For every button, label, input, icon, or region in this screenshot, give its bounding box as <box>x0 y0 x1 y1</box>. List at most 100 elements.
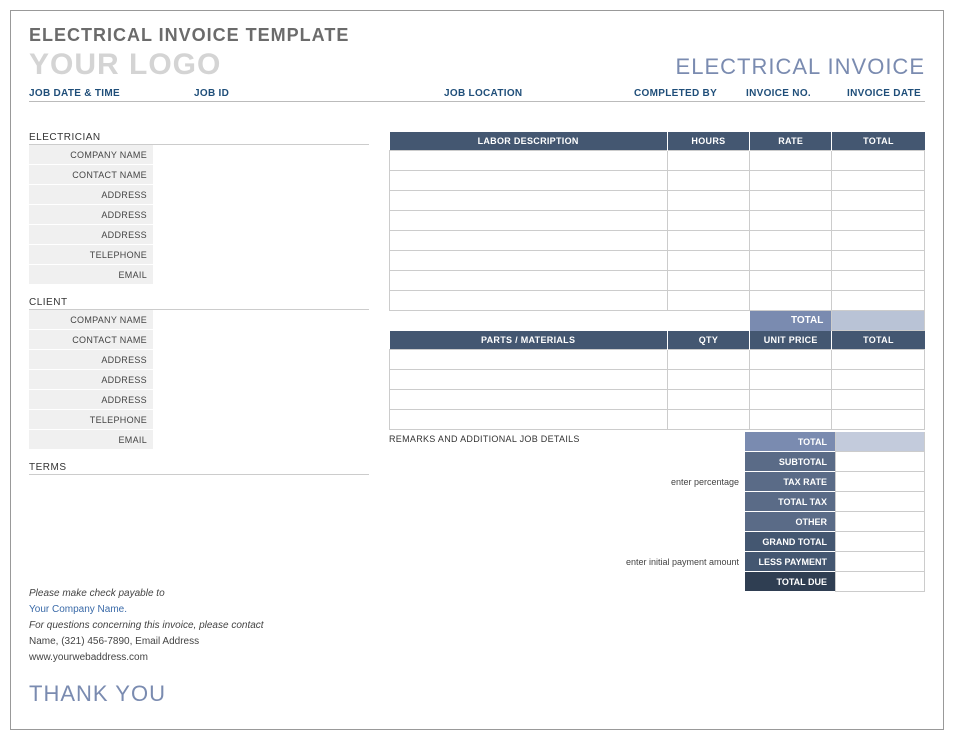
terms-section-label: TERMS <box>29 462 369 475</box>
labor-desc-header: LABOR DESCRIPTION <box>390 132 668 151</box>
field-address: ADDRESS <box>29 205 153 225</box>
labor-row[interactable] <box>390 251 925 271</box>
field-address: ADDRESS <box>29 390 153 410</box>
contact-info: Name, (321) 456-7890, Email Address <box>29 634 264 650</box>
labor-total-label: TOTAL <box>750 311 832 331</box>
labor-row[interactable] <box>390 271 925 291</box>
summary-less-label: LESS PAYMENT <box>745 552 835 572</box>
summary-totaltax-label: TOTAL TAX <box>745 492 835 512</box>
summary-taxrate-value[interactable] <box>835 472 925 492</box>
client-address3-value[interactable] <box>153 390 369 410</box>
electrician-address3-value[interactable] <box>153 225 369 245</box>
invoice-type-title: ELECTRICAL INVOICE <box>676 54 925 80</box>
invoice-date-header: INVOICE DATE <box>841 88 921 99</box>
electrician-telephone-value[interactable] <box>153 245 369 265</box>
client-address2-value[interactable] <box>153 370 369 390</box>
summary-grand-value <box>835 532 925 552</box>
summary-other-value[interactable] <box>835 512 925 532</box>
parts-qty-header: QTY <box>667 331 749 350</box>
remarks-summary-row: REMARKS AND ADDITIONAL JOB DETAILS TOTAL… <box>389 430 925 592</box>
field-address: ADDRESS <box>29 225 153 245</box>
summary-total-label: TOTAL <box>745 432 835 452</box>
summary-other-label: OTHER <box>745 512 835 532</box>
electrician-contact-value[interactable] <box>153 165 369 185</box>
labor-row[interactable] <box>390 191 925 211</box>
parts-desc-header: PARTS / MATERIALS <box>390 331 668 350</box>
payable-company: Your Company Name. <box>29 602 264 618</box>
parts-total-header: TOTAL <box>832 331 925 350</box>
electrician-address1-value[interactable] <box>153 185 369 205</box>
field-telephone: TELEPHONE <box>29 245 153 265</box>
field-address: ADDRESS <box>29 370 153 390</box>
labor-total-header: TOTAL <box>832 132 925 151</box>
invoice-no-header: INVOICE NO. <box>746 88 841 99</box>
footer-block: Please make check payable to Your Compan… <box>29 586 264 711</box>
remarks-label: REMARKS AND ADDITIONAL JOB DETAILS <box>389 434 626 444</box>
electrician-block: ELECTRICIAN COMPANY NAME CONTACT NAME AD… <box>29 132 369 285</box>
thank-you: THANK YOU <box>29 676 264 711</box>
job-location-header: JOB LOCATION <box>444 88 634 99</box>
parts-header-row: PARTS / MATERIALS QTY UNIT PRICE TOTAL <box>390 331 925 350</box>
content-area: ELECTRICIAN COMPANY NAME CONTACT NAME AD… <box>29 132 925 592</box>
summary-total-value <box>835 432 925 452</box>
client-company-value[interactable] <box>153 310 369 330</box>
job-header-row: JOB DATE & TIME JOB ID JOB LOCATION COMP… <box>29 88 925 102</box>
summary-subtotal-value <box>835 452 925 472</box>
field-email: EMAIL <box>29 265 153 285</box>
field-telephone: TELEPHONE <box>29 410 153 430</box>
client-address1-value[interactable] <box>153 350 369 370</box>
summary-less-value[interactable] <box>835 552 925 572</box>
field-contact: CONTACT NAME <box>29 165 153 185</box>
electrician-address2-value[interactable] <box>153 205 369 225</box>
labor-rate-header: RATE <box>750 132 832 151</box>
summary-subtotal-label: SUBTOTAL <box>745 452 835 472</box>
web-address: www.yourwebaddress.com <box>29 650 264 666</box>
left-column: ELECTRICIAN COMPANY NAME CONTACT NAME AD… <box>29 132 389 592</box>
document-title: ELECTRICAL INVOICE TEMPLATE <box>29 25 925 46</box>
payable-label: Please make check payable to <box>29 586 264 602</box>
percentage-hint: enter percentage <box>626 472 745 492</box>
labor-row[interactable] <box>390 291 925 311</box>
header-row: YOUR LOGO ELECTRICAL INVOICE <box>29 48 925 82</box>
labor-table: LABOR DESCRIPTION HOURS RATE TOTAL TOTAL <box>389 132 925 331</box>
field-address: ADDRESS <box>29 185 153 205</box>
client-block: CLIENT COMPANY NAME CONTACT NAME ADDRESS… <box>29 297 369 450</box>
parts-row[interactable] <box>390 390 925 410</box>
parts-row[interactable] <box>390 370 925 390</box>
client-contact-value[interactable] <box>153 330 369 350</box>
summary-taxrate-label: TAX RATE <box>745 472 835 492</box>
job-date-header: JOB DATE & TIME <box>29 88 194 99</box>
electrician-company-value[interactable] <box>153 145 369 165</box>
parts-row[interactable] <box>390 350 925 370</box>
job-id-header: JOB ID <box>194 88 444 99</box>
parts-row[interactable] <box>390 410 925 430</box>
client-telephone-value[interactable] <box>153 410 369 430</box>
labor-row[interactable] <box>390 211 925 231</box>
questions-label: For questions concerning this invoice, p… <box>29 618 264 634</box>
parts-table: PARTS / MATERIALS QTY UNIT PRICE TOTAL <box>389 331 925 430</box>
logo-placeholder: YOUR LOGO <box>29 48 221 82</box>
field-contact: CONTACT NAME <box>29 330 153 350</box>
field-email: EMAIL <box>29 430 153 450</box>
labor-row[interactable] <box>390 151 925 171</box>
labor-row[interactable] <box>390 171 925 191</box>
labor-row[interactable] <box>390 231 925 251</box>
initial-hint: enter initial payment amount <box>626 552 745 572</box>
field-company: COMPANY NAME <box>29 310 153 330</box>
electrician-section-label: ELECTRICIAN <box>29 132 369 145</box>
electrician-email-value[interactable] <box>153 265 369 285</box>
completed-by-header: COMPLETED BY <box>634 88 746 99</box>
invoice-page: ELECTRICAL INVOICE TEMPLATE YOUR LOGO EL… <box>10 10 944 730</box>
labor-header-row: LABOR DESCRIPTION HOURS RATE TOTAL <box>390 132 925 151</box>
summary-totaltax-value <box>835 492 925 512</box>
parts-unit-header: UNIT PRICE <box>750 331 832 350</box>
field-company: COMPANY NAME <box>29 145 153 165</box>
summary-due-value <box>835 572 925 592</box>
client-email-value[interactable] <box>153 430 369 450</box>
field-address: ADDRESS <box>29 350 153 370</box>
summary-block: TOTAL SUBTOTAL enter percentage TAX RATE <box>626 432 925 592</box>
summary-due-label: TOTAL DUE <box>745 572 835 592</box>
labor-total-row: TOTAL <box>390 311 925 331</box>
summary-grand-label: GRAND TOTAL <box>745 532 835 552</box>
labor-total-value <box>832 311 925 331</box>
